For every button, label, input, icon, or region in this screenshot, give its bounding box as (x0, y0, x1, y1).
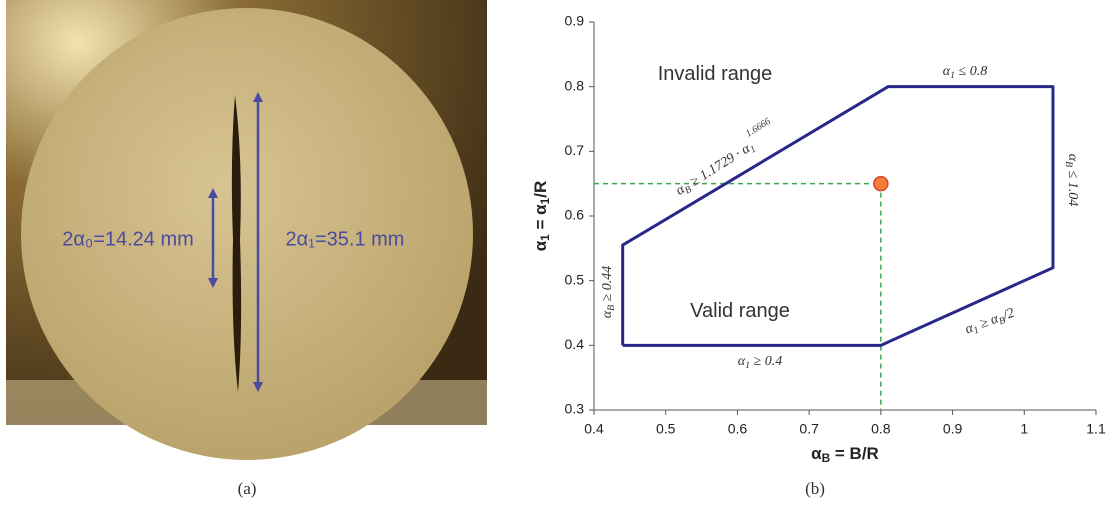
y-tick-label: 0.9 (565, 13, 585, 29)
boundary-line (623, 87, 1053, 346)
x-tick-label: 0.7 (799, 421, 819, 437)
text-part: = B/R (830, 444, 879, 463)
text-part: ≤ 0.8 (955, 64, 987, 79)
x-tick-label: 1 (1020, 421, 1028, 437)
y-axis-label: α1​ = α1​/R (531, 181, 552, 252)
text-part: α (531, 240, 550, 251)
baseline-reset: ​ (774, 128, 775, 129)
annotation: αB​ ≤ 1.04 (1063, 154, 1080, 207)
y-tick-label: 0.6 (565, 207, 585, 223)
annotation: Invalid range (658, 63, 773, 85)
chart-panel: 0.3 0.4 0.5 0.6 0.7 0.8 0.9 0.4 0.5 0.6 0.7 0.8 0.9 1… (531, 13, 1105, 498)
x-tick-label: 0.9 (943, 421, 963, 437)
text-part: ≥ 0.4 (750, 354, 782, 369)
y-tick-label: 0.4 (565, 336, 585, 352)
x-tick-label: 0.8 (871, 421, 891, 437)
x-axis-label: αB​ = B/R (811, 444, 879, 465)
photo-panel: 2α₀=14.24 mm 2α₁=35.1 mm (a) (6, 0, 487, 498)
text-part: α (811, 444, 822, 463)
text-part: Valid range (690, 300, 790, 322)
superscript: 1.6666 (744, 116, 773, 140)
design-point (874, 177, 888, 191)
caption: (a) (238, 479, 257, 498)
x-tick-label: 0.6 (728, 421, 748, 437)
y-tick-label: 0.3 (565, 401, 585, 417)
annotation: Valid range (690, 300, 790, 322)
y-tick-label: 0.5 (565, 271, 585, 287)
annotation: α1​ ≥ 0.4 (738, 354, 782, 371)
figure: 2α₀=14.24 mm 2α₁=35.1 mm (a) 0.30.40.50.… (0, 0, 1108, 505)
x-tick-label: 0.5 (656, 421, 676, 437)
annotation: α1​ ≤ 0.8 (943, 64, 987, 81)
caption: (b) (805, 479, 825, 498)
text-part: ≥ α (975, 311, 1001, 333)
text-part: ≥ 1.1729 · α (685, 141, 754, 192)
dimension-label: 2α₀=14.24 mm (62, 228, 194, 250)
annotation: αB​ ≥ 0.44 (600, 266, 617, 319)
text-part: ≤ 1.04 (1065, 167, 1080, 206)
text-part: = α (531, 204, 550, 234)
annotation: αB​ ≥ 1.1729 · α1​1.6666​ (668, 116, 781, 201)
y-tick-label: 0.8 (565, 77, 585, 93)
text-part: ≥ 0.44 (600, 266, 615, 305)
x-tick-label: 0.4 (584, 421, 604, 437)
y-tick-label: 0.7 (565, 142, 585, 158)
x-tick-label: 1.1 (1086, 421, 1106, 437)
text-part: /R (531, 181, 550, 198)
dimension-label: 2α₁=35.1 mm (286, 228, 405, 250)
annotation: α1​ ≥ αB​/2 (963, 306, 1017, 340)
text-part: Invalid range (658, 63, 773, 85)
